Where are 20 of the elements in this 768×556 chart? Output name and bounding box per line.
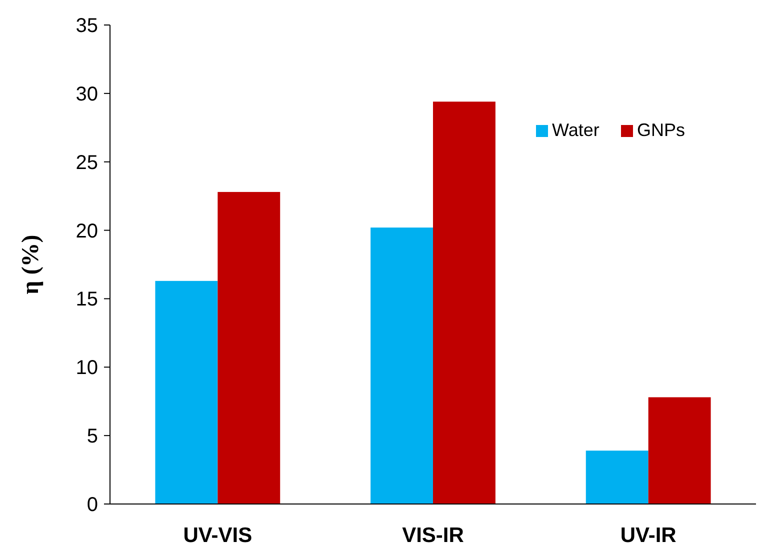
y-tick-label: 10 bbox=[76, 357, 98, 380]
legend-label: Water bbox=[552, 120, 600, 140]
y-tick-label: 30 bbox=[76, 83, 98, 106]
y-tick-label: 5 bbox=[86, 426, 98, 448]
y-tick-label: 35 bbox=[76, 15, 98, 37]
bar bbox=[370, 228, 433, 504]
x-tick-label: VIS-IR bbox=[402, 524, 464, 547]
y-tick-label: 15 bbox=[76, 288, 98, 311]
bar bbox=[218, 192, 280, 504]
x-tick-label: UV-IR bbox=[620, 524, 676, 547]
bar bbox=[155, 280, 218, 504]
bar bbox=[586, 450, 648, 504]
legend-label: GNPs bbox=[637, 120, 686, 140]
y-tick-label: 25 bbox=[76, 152, 98, 174]
y-axis-title: η (%) bbox=[18, 234, 44, 294]
x-tick-label: UV-VIS bbox=[183, 524, 252, 547]
bar bbox=[433, 102, 496, 504]
y-tick-label: 20 bbox=[76, 220, 98, 242]
y-tick-label: 0 bbox=[86, 494, 98, 516]
bar bbox=[648, 397, 711, 504]
